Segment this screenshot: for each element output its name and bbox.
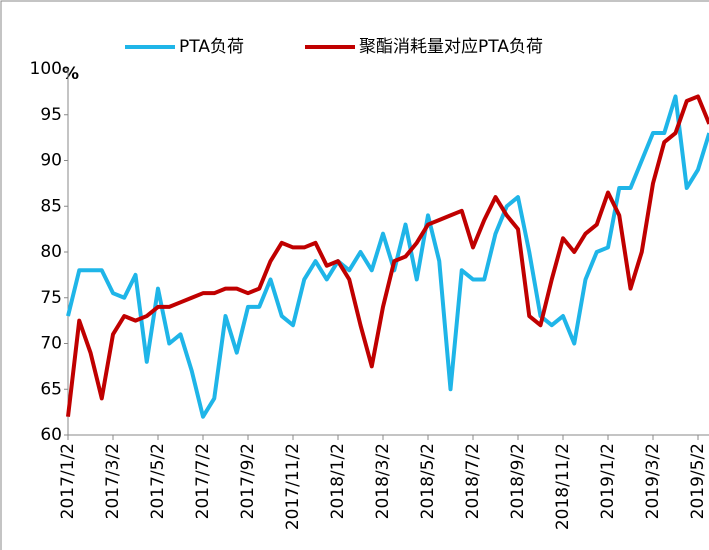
legend-label: 聚酯消耗量对应PTA负荷 bbox=[359, 37, 543, 57]
x-tick-label: 2019/3/2 bbox=[643, 443, 663, 519]
x-tick-label: 2017/3/2 bbox=[103, 443, 123, 519]
y-tick-label: 85 bbox=[40, 196, 62, 216]
x-tick-label: 2017/1/2 bbox=[58, 443, 78, 519]
x-tick-label: 2017/11/2 bbox=[283, 443, 303, 530]
x-tick-label: 2018/9/2 bbox=[508, 443, 528, 519]
y-tick-label: 90 bbox=[40, 151, 62, 171]
y-tick-label: 70 bbox=[40, 334, 62, 354]
x-tick-label: 2019/5/2 bbox=[688, 443, 708, 519]
x-tick-label: 2017/9/2 bbox=[238, 443, 258, 519]
x-tick-label: 2018/11/2 bbox=[553, 443, 573, 530]
y-tick-label: 65 bbox=[40, 379, 62, 399]
x-tick-label: 2018/5/2 bbox=[418, 443, 438, 519]
x-tick-label: 2018/7/2 bbox=[463, 443, 483, 519]
y-tick-label: 75 bbox=[40, 288, 62, 308]
x-tick-label: 2017/5/2 bbox=[148, 443, 168, 519]
y-unit: % bbox=[62, 64, 79, 84]
series-line bbox=[66, 94, 709, 419]
y-tick-label: 100 bbox=[30, 59, 62, 79]
y-tick-label: 60 bbox=[40, 425, 62, 445]
x-tick-label: 2019/1/2 bbox=[598, 443, 618, 519]
x-tick-label: 2017/7/2 bbox=[193, 443, 213, 519]
legend-label: PTA负荷 bbox=[179, 37, 244, 57]
x-tick-label: 2018/3/2 bbox=[373, 443, 393, 519]
y-tick-label: 80 bbox=[40, 242, 62, 262]
y-tick-label: 95 bbox=[40, 105, 62, 125]
x-tick-label: 2018/1/2 bbox=[328, 443, 348, 519]
series-line bbox=[66, 94, 709, 417]
